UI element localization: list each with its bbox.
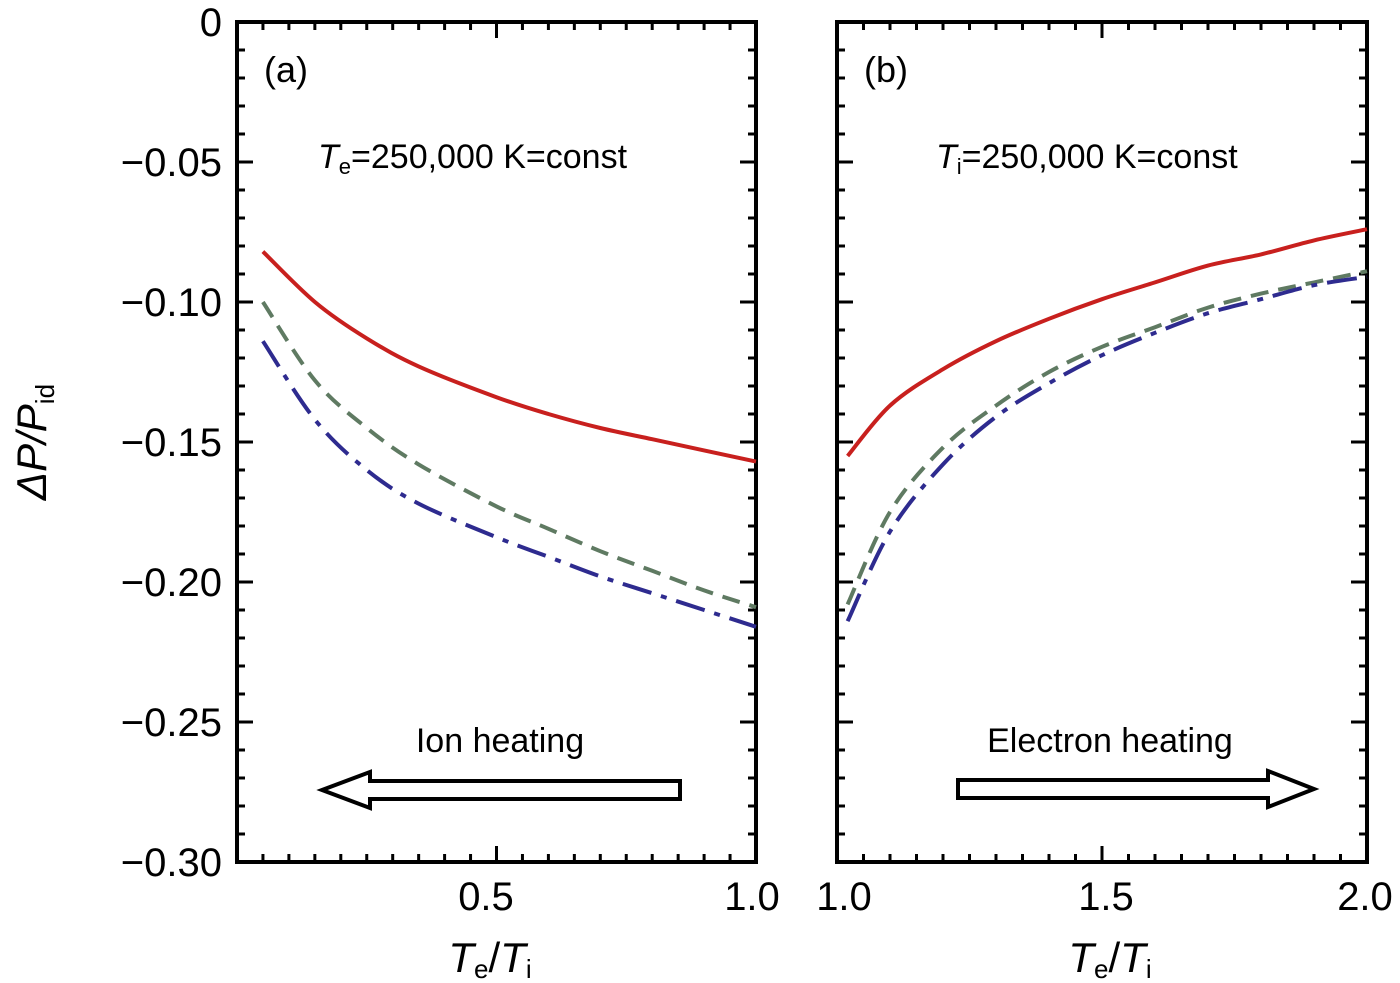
y-axis-title: ΔP/Pid	[8, 384, 60, 501]
x-tick-label: 1.0	[724, 875, 780, 919]
condition-a-t: T	[318, 138, 341, 176]
x-title-s1: e	[474, 954, 488, 983]
x-title-t2: T	[1120, 934, 1149, 981]
condition-b-sub: i	[957, 154, 962, 179]
x-title-t2: T	[500, 934, 529, 981]
right-arrow	[956, 768, 1320, 810]
y-axis-title-sub: id	[30, 384, 60, 404]
x-tick-label: 1.5	[1078, 875, 1134, 919]
x-title-s2: i	[526, 954, 532, 983]
y-tick-label: −0.10	[121, 281, 222, 325]
series-line-solid-panel-b	[846, 227, 1368, 458]
y-tick-label: −0.15	[121, 421, 222, 465]
panel-tag-b: (b)	[864, 49, 908, 90]
x-title-t1: T	[1068, 934, 1097, 981]
series-line-dashed-panel-b	[845, 269, 1368, 606]
y-axis-title-main: ΔP/P	[8, 404, 55, 501]
ion-heating-label: Ion heating	[416, 722, 584, 760]
series-line-dash-dot-panel-b	[845, 274, 1368, 623]
series-line-dash-dot-panel-a	[261, 340, 757, 629]
condition-b-t: T	[936, 138, 959, 176]
y-tick-label: −0.20	[121, 561, 222, 605]
series-line-solid-panel-a	[261, 250, 757, 464]
panel-tag-a: (a)	[264, 49, 308, 90]
condition-a: Te=250,000 K=const	[318, 138, 628, 179]
left-arrow	[316, 769, 682, 811]
y-tick-labels: 0 −0.05 −0.10 −0.15 −0.20 −0.25 −0.30	[121, 1, 222, 885]
x-axis-title-b: Te/Ti	[1068, 934, 1151, 983]
x-title-slash: /	[1109, 934, 1121, 981]
condition-a-sub: e	[339, 154, 351, 179]
y-tick-label: −0.25	[121, 701, 222, 745]
series-line-dashed-panel-a	[261, 300, 757, 610]
y-tick-label: −0.05	[121, 141, 222, 185]
axis-ticks	[235, 20, 1369, 864]
x-tick-label: 1.0	[816, 875, 872, 919]
x-title-slash: /	[489, 934, 501, 981]
x-tick-label: 2.0	[1337, 875, 1393, 919]
y-tick-label: 0	[200, 1, 222, 45]
x-title-t1: T	[448, 934, 477, 981]
condition-b-text: =250,000 K=const	[962, 138, 1239, 176]
x-title-s2: i	[1146, 954, 1152, 983]
x-axis-title-a: Te/Ti	[448, 934, 531, 983]
electron-heating-label: Electron heating	[987, 722, 1233, 760]
condition-b: Ti=250,000 K=const	[936, 138, 1238, 179]
y-tick-label: −0.30	[121, 841, 222, 885]
condition-a-text: =250,000 K=const	[351, 138, 628, 176]
data-curves	[261, 227, 1368, 629]
x-tick-label: 0.5	[458, 875, 514, 919]
x-title-s1: e	[1094, 954, 1108, 983]
